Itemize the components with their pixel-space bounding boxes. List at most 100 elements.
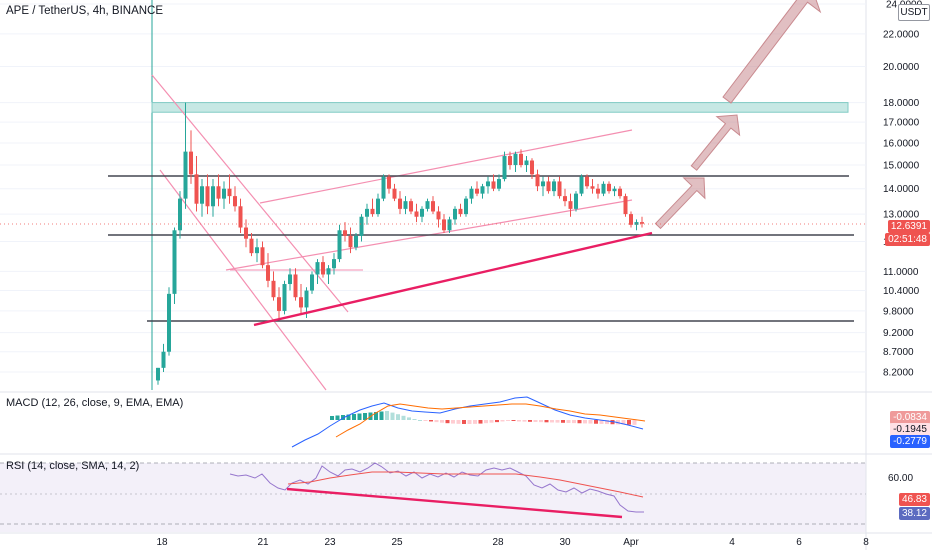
candle-body	[304, 290, 309, 308]
macd-histogram-bar	[583, 420, 587, 424]
candle-body	[293, 274, 298, 298]
time-axis-tick: 23	[324, 537, 336, 548]
macd-histogram-bar	[374, 412, 378, 420]
macd-histogram-bar	[566, 420, 571, 423]
macd-histogram-bar	[330, 416, 334, 420]
candle-body	[255, 247, 259, 254]
candle-body	[502, 156, 507, 180]
candle-body	[612, 188, 617, 192]
candle-body	[585, 176, 589, 187]
macd-histogram-bar	[511, 420, 516, 421]
macd-histogram-bar	[412, 419, 417, 420]
macd-histogram-bar	[528, 420, 532, 422]
macd-histogram-bar	[418, 420, 422, 421]
macd-signal-badge: -0.1945	[890, 423, 930, 436]
macd-histogram-bar	[632, 420, 637, 425]
candle-body	[238, 206, 243, 228]
macd-label[interactable]: MACD (12, 26, close, 9, EMA, EMA)	[6, 397, 184, 409]
candle-body	[464, 198, 468, 215]
macd-histogram-bar	[478, 420, 483, 424]
price-axis-tick: 9.8000	[883, 306, 914, 317]
rsi-label[interactable]: RSI (14, close, SMA, 14, 2)	[6, 460, 140, 472]
price-axis-tick: 16.0000	[883, 138, 920, 149]
rsi-band-background	[0, 463, 866, 532]
macd-histogram-bar	[605, 420, 609, 425]
price-axis-tick: 9.2000	[883, 328, 914, 339]
bar-countdown-badge: 02:51:48	[885, 233, 930, 246]
macd-histogram-bar	[456, 420, 461, 424]
macd-histogram-bar	[550, 420, 554, 423]
macd-histogram-bar	[357, 413, 362, 420]
candle-body	[546, 181, 551, 192]
symbol-title[interactable]: APE / TetherUS, 4h, BINANCE	[6, 5, 164, 17]
time-axis-tick: 28	[492, 537, 504, 548]
candle-body	[414, 211, 419, 217]
candle-body	[458, 208, 463, 215]
candle-body	[634, 222, 639, 225]
macd-histogram-bar	[341, 415, 345, 420]
macd-histogram-bar	[522, 420, 527, 422]
candle-body	[601, 183, 606, 194]
candle-body	[403, 201, 408, 209]
candle-body	[640, 222, 644, 224]
candle-body	[376, 198, 380, 215]
candle-body	[425, 201, 430, 209]
candle-body	[552, 181, 556, 192]
candle-body	[189, 151, 193, 175]
candle-body	[326, 268, 331, 275]
projection-arrow	[654, 177, 706, 230]
candle-body	[409, 201, 413, 212]
macd-histogram-bar	[495, 420, 499, 423]
time-axis-tick: 6	[796, 537, 802, 548]
macd-histogram-badge: -0.0834	[890, 411, 930, 424]
price-axis-tick: 15.0000	[883, 161, 920, 172]
candle-body	[480, 186, 485, 194]
candle-body	[596, 188, 600, 194]
rising-trendline	[253, 231, 653, 327]
candle-body	[618, 188, 622, 197]
candle-body	[354, 235, 358, 248]
candle-body	[288, 274, 292, 285]
macd-histogram-bar	[544, 420, 549, 423]
candle-body	[172, 230, 177, 294]
candle-body	[156, 367, 160, 381]
candle-body	[178, 198, 182, 231]
macd-histogram-bar	[440, 420, 444, 423]
candle-body	[348, 235, 353, 248]
candle-body	[469, 188, 474, 199]
candle-body	[271, 280, 276, 298]
macd-histogram-bar	[599, 420, 604, 424]
time-axis-tick: 21	[257, 537, 269, 548]
last-price-badge: 12.6391	[887, 220, 930, 233]
currency-button[interactable]: USDT	[898, 4, 930, 21]
candle-body	[227, 188, 232, 197]
rsi-divergence-line	[286, 487, 623, 519]
candle-body	[568, 201, 573, 209]
candle-body	[447, 219, 452, 231]
candle-body	[370, 208, 375, 215]
candle-body	[167, 293, 171, 352]
candle-body	[211, 186, 215, 207]
candle-body	[524, 160, 529, 166]
macd-histogram-bar	[467, 420, 472, 424]
macd-histogram-bar	[473, 420, 477, 424]
candle-body	[530, 160, 534, 175]
projection-arrow	[690, 114, 741, 171]
candle-body	[282, 284, 287, 311]
candle-body	[266, 265, 270, 281]
macd-histogram-bar	[346, 414, 351, 420]
candle-body	[491, 181, 496, 189]
price-axis-tick: 22.0000	[883, 29, 920, 40]
candle-body	[249, 238, 254, 254]
price-axis-tick: 18.0000	[883, 98, 920, 109]
candle-body	[563, 196, 567, 202]
candle-body	[161, 351, 166, 368]
candle-body	[205, 186, 210, 207]
macd-signal-line	[335, 403, 646, 438]
rsi-badge: 38.12	[898, 507, 930, 520]
price-axis-tick: 14.0000	[883, 184, 920, 195]
macd-histogram-bar	[594, 420, 598, 424]
macd-histogram-bar	[500, 420, 505, 422]
